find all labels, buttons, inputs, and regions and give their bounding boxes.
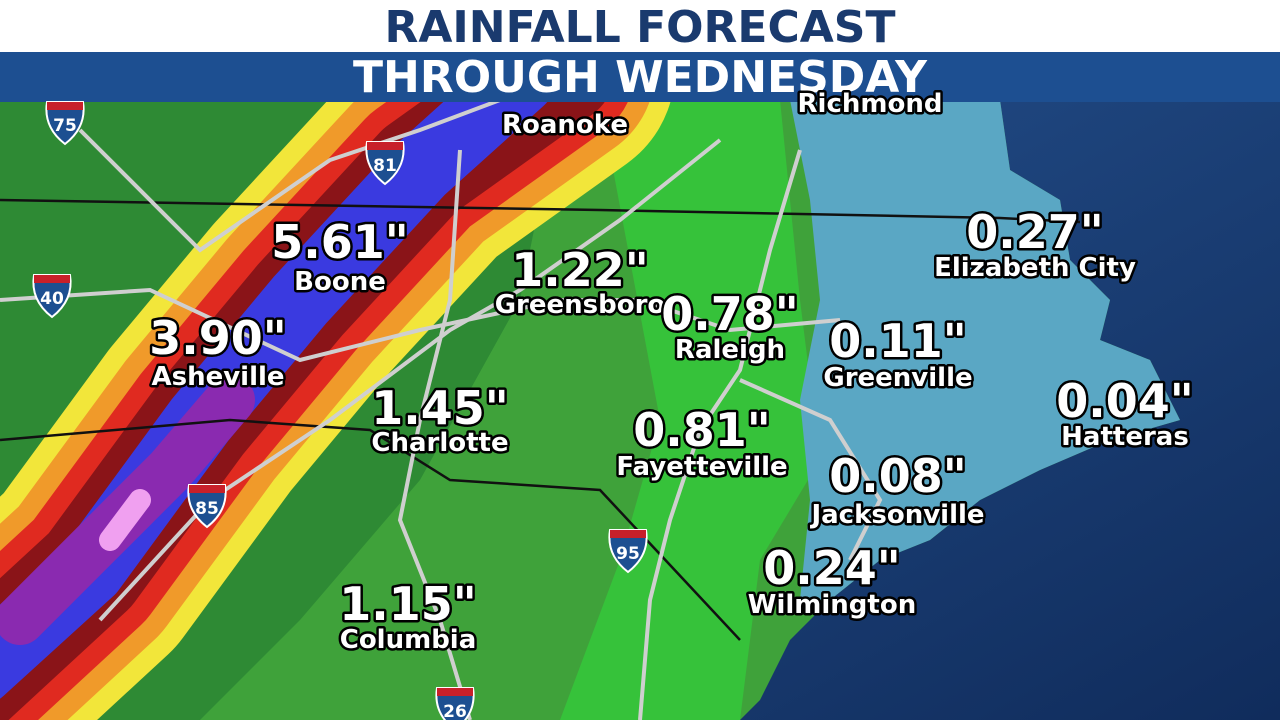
city-name: Charlotte xyxy=(371,428,508,458)
interstate-shield: 81 xyxy=(365,141,405,186)
coastal-zone xyxy=(790,100,1180,600)
interstate-shield: 85 xyxy=(187,484,227,529)
place-name: Roanoke xyxy=(502,110,628,140)
rain-amount: 0.24" xyxy=(763,541,900,595)
rain-amount: 1.22" xyxy=(511,243,648,297)
border-va-nc xyxy=(0,198,1081,224)
shield-body xyxy=(608,529,648,574)
rain-amount: 3.90" xyxy=(149,311,286,365)
place-name: Richmond xyxy=(798,89,943,119)
interstate-shield: 26 xyxy=(435,687,475,720)
city-name: Elizabeth City xyxy=(934,253,1136,283)
shield-top xyxy=(367,142,403,150)
rain-amount: 1.45" xyxy=(371,381,508,435)
city-name: Jacksonville xyxy=(809,500,984,530)
rain-bands xyxy=(0,0,675,720)
highway xyxy=(739,378,883,561)
shield-top xyxy=(610,530,646,538)
city-name: Wilmington xyxy=(748,590,916,620)
rain-amount: 0.11" xyxy=(829,314,966,368)
rain-amount: 5.61" xyxy=(271,215,408,269)
highway xyxy=(638,149,802,720)
rain-amount: 0.81" xyxy=(633,403,770,457)
shield-top xyxy=(47,102,83,110)
shield-number: 26 xyxy=(443,702,467,720)
shield-body xyxy=(32,274,72,319)
title: RAINFALL FORECAST xyxy=(384,2,895,53)
city-name: Raleigh xyxy=(675,335,785,365)
rain-amount: 0.78" xyxy=(661,287,798,341)
shield-number: 95 xyxy=(616,544,640,564)
city-name: Hatteras xyxy=(1061,422,1189,452)
shield-number: 40 xyxy=(40,289,64,309)
city-name: Boone xyxy=(294,267,386,297)
shield-top xyxy=(189,485,225,493)
shield-body xyxy=(45,101,85,146)
shield-number: 81 xyxy=(373,156,397,176)
rain-amount: 0.08" xyxy=(829,449,966,503)
shield-body xyxy=(187,484,227,529)
interstate-shield: 95 xyxy=(608,529,648,574)
city-name: Greenville xyxy=(823,363,972,393)
header-bar xyxy=(0,0,1280,52)
interstate-shield: 75 xyxy=(45,101,85,146)
state-borders xyxy=(0,198,1081,641)
band-pink xyxy=(99,489,151,551)
border-nc-sc xyxy=(0,418,741,641)
subtitle-bar xyxy=(0,52,1280,102)
shield-number: 75 xyxy=(53,116,77,136)
shield-number: 85 xyxy=(195,499,219,519)
city-name: Columbia xyxy=(340,625,477,655)
subtitle: THROUGH WEDNESDAY xyxy=(353,52,928,103)
highway xyxy=(0,287,841,363)
city-name: Greensboro xyxy=(495,290,666,320)
highway xyxy=(397,149,472,720)
rain-amount: 0.04" xyxy=(1056,374,1193,428)
highway xyxy=(78,98,501,253)
rain-amount: 1.15" xyxy=(339,577,476,631)
interstate-shield: 40 xyxy=(32,274,72,319)
shield-body xyxy=(365,141,405,186)
city-name: Asheville xyxy=(151,362,284,392)
shield-top xyxy=(437,688,473,696)
highways xyxy=(0,98,883,720)
shield-top xyxy=(34,275,70,283)
rain-amount: 0.27" xyxy=(966,205,1103,259)
city-name: Fayetteville xyxy=(616,452,787,482)
